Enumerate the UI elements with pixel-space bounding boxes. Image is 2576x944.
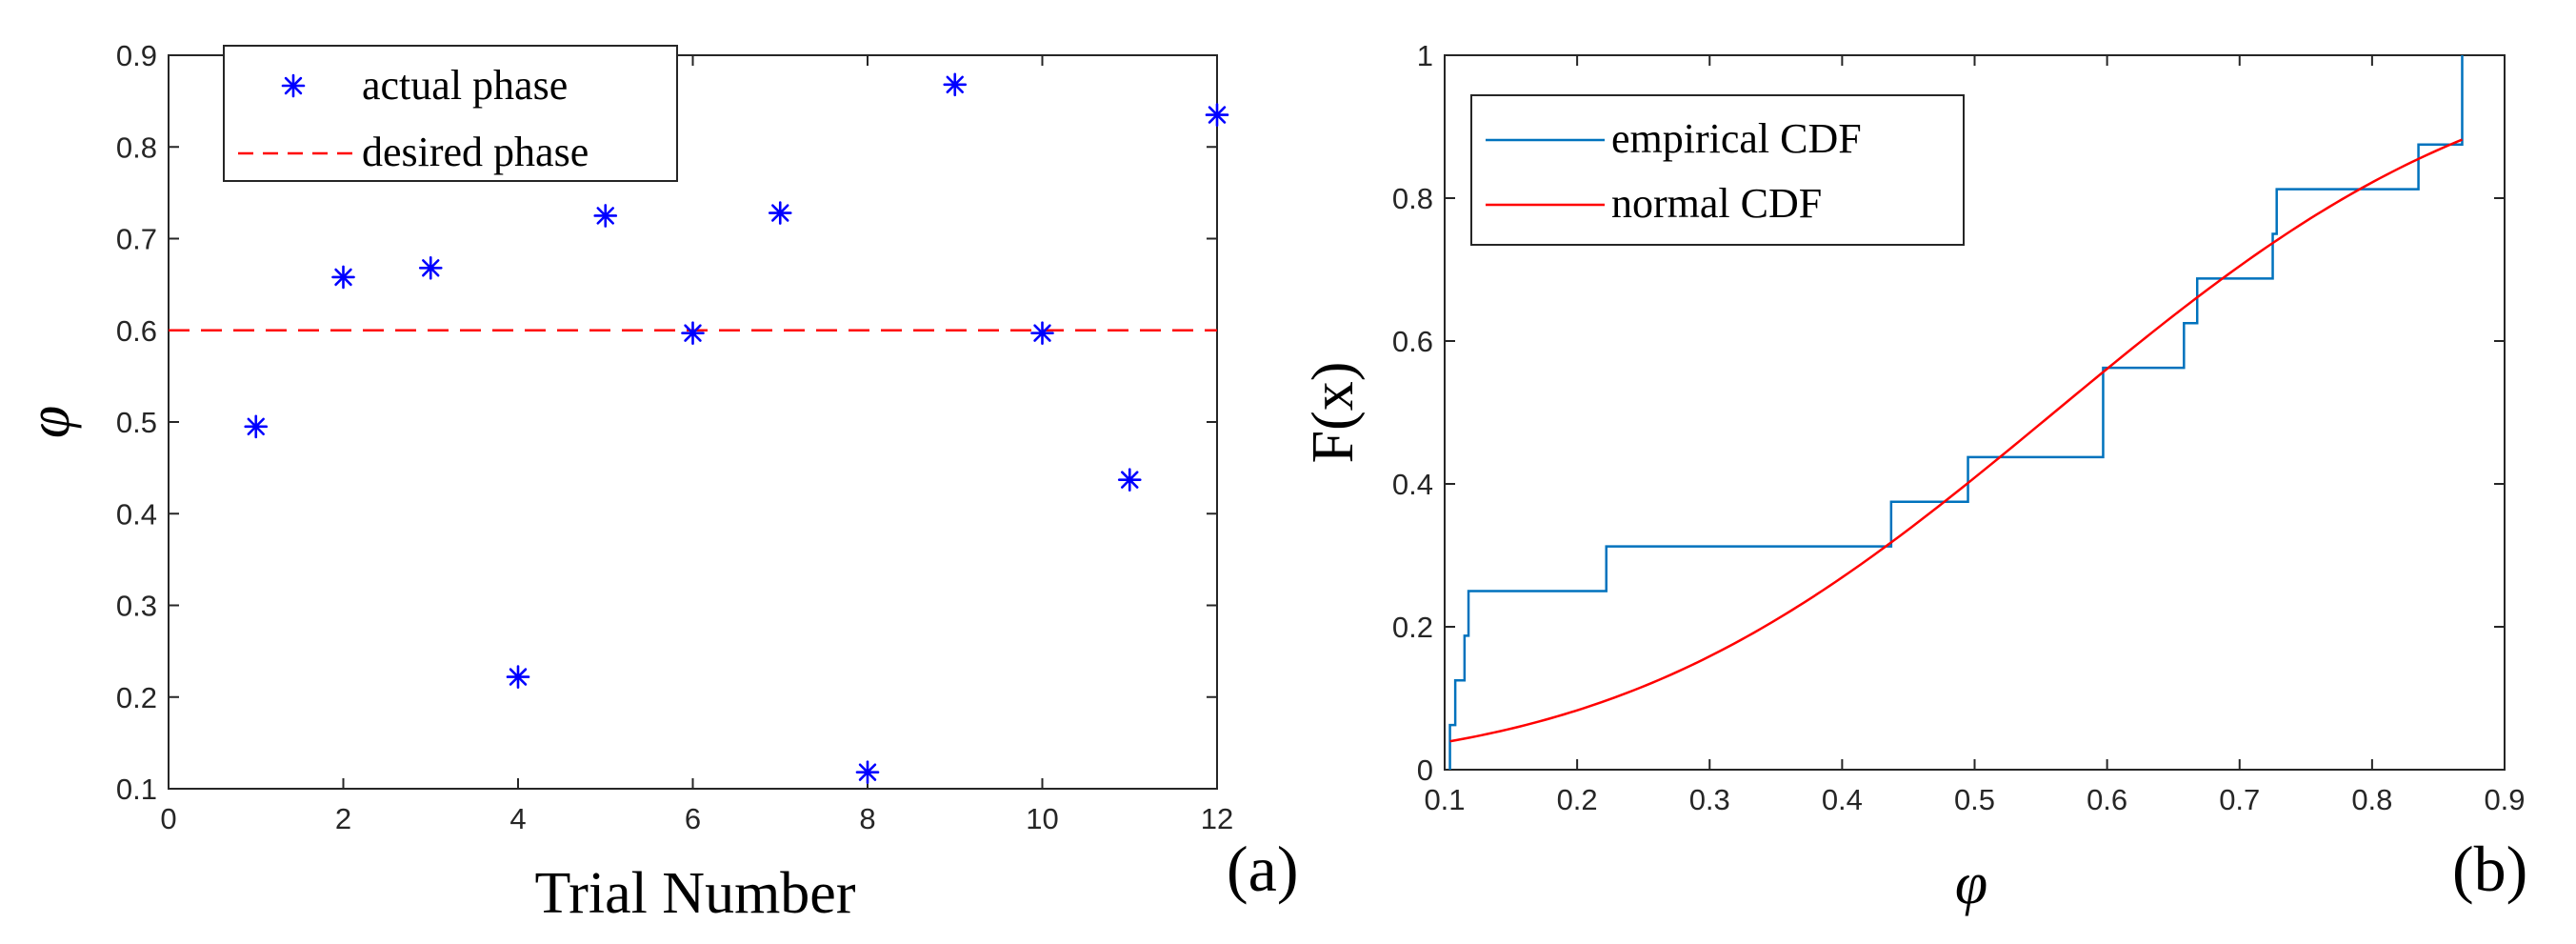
actual-phase-point <box>593 204 618 228</box>
legend-asterisk <box>281 73 306 98</box>
chart-a-actual-series <box>244 72 1229 784</box>
actual-phase-point <box>1205 103 1229 127</box>
chart-b-xtick-label: 0.5 <box>1954 783 1995 816</box>
chart-b-xtick-label: 0.2 <box>1557 783 1598 816</box>
chart-a-ytick-label: 0.2 <box>116 681 157 714</box>
chart-b-xtick-label: 0.8 <box>2351 783 2392 816</box>
actual-phase-point <box>1030 321 1054 345</box>
chart-b-legend: empirical CDF normal CDF <box>1470 94 1965 246</box>
actual-phase-point <box>768 201 792 225</box>
chart-b-ytick-label: 0.6 <box>1392 325 1433 358</box>
empirical-cdf-line <box>1448 55 2464 770</box>
actual-phase-point <box>418 255 443 280</box>
chart-b-xtick-label: 0.4 <box>1822 783 1863 816</box>
chart-b-ticks: 0.1 0.2 0.3 0.4 0.5 0.6 0.7 0.8 0.9 0 0.2 0.4 0.6 0.8… <box>1392 39 2526 816</box>
legend-empirical-label: empirical CDF <box>1611 115 1862 162</box>
chart-a-xtick-label: 6 <box>685 802 701 835</box>
legend-normal-label: normal CDF <box>1611 180 1822 227</box>
actual-phase-point <box>244 414 269 439</box>
actual-phase-point <box>943 72 968 97</box>
chart-a-xtick-label: 0 <box>160 802 176 835</box>
chart-a-ytick-label: 0.6 <box>116 314 157 348</box>
chart-b: 0.1 0.2 0.3 0.4 0.5 0.6 0.7 0.8 0.9 0 0.2 0.4 0.6 0.8… <box>1301 39 2527 916</box>
chart-a-ytick-label: 0.8 <box>116 131 157 164</box>
legend-actual-label: actual phase <box>362 62 568 109</box>
chart-b-ytick-label: 1 <box>1417 39 1433 72</box>
chart-b-xtick-label: 0.6 <box>2087 783 2127 816</box>
chart-a-xtick-label: 2 <box>335 802 351 835</box>
chart-a-panel-label: (a) <box>1227 833 1298 905</box>
actual-phase-point <box>506 665 530 689</box>
actual-phase-point <box>681 321 705 345</box>
chart-a: 0 2 4 6 8 10 12 0.1 0.2 0.3 0.4 0.5 0.6 0.7 0.8 0.9 Tri… <box>17 39 1298 926</box>
chart-a-xtick-label: 8 <box>859 802 875 835</box>
actual-phase-point <box>855 760 880 784</box>
chart-a-ytick-label: 0.5 <box>116 406 157 439</box>
chart-a-ticks: 0 2 4 6 8 10 12 0.1 0.2 0.3 0.4 0.5 0.6 0.7 0.8 0.9 <box>116 39 1233 835</box>
chart-b-ytick-label: 0.8 <box>1392 182 1433 215</box>
chart-b-xlabel: φ <box>1955 852 1987 916</box>
legend-desired-label: desired phase <box>362 129 589 175</box>
chart-a-xtick-label: 12 <box>1201 802 1233 835</box>
chart-a-ytick-label: 0.3 <box>116 590 157 623</box>
chart-b-ytick-label: 0 <box>1417 753 1433 787</box>
chart-a-ytick-label: 0.7 <box>116 223 157 256</box>
chart-b-xtick-label: 0.7 <box>2219 783 2260 816</box>
chart-a-ytick-label: 0.4 <box>116 497 157 531</box>
chart-a-ytick-label: 0.1 <box>116 773 157 806</box>
chart-a-ylabel: φ <box>17 406 82 438</box>
chart-b-legend-box <box>1470 94 1965 246</box>
chart-b-xtick-label: 0.3 <box>1689 783 1730 816</box>
chart-b-series <box>1448 55 2464 770</box>
chart-b-xtick-label: 0.1 <box>1424 783 1465 816</box>
legend-actual-marker <box>281 73 306 98</box>
chart-b-ytick-label: 0.2 <box>1392 611 1433 644</box>
actual-phase-point <box>331 265 355 290</box>
chart-a-xtick-label: 10 <box>1026 802 1058 835</box>
chart-b-ytick-label: 0.4 <box>1392 468 1433 501</box>
chart-a-xlabel: Trial Number <box>535 861 856 926</box>
chart-a-legend-box <box>223 45 678 182</box>
chart-a-legend: actual phase desired phase <box>223 45 678 182</box>
chart-b-panel-label: (b) <box>2452 833 2527 905</box>
chart-a-xtick-label: 4 <box>509 802 526 835</box>
chart-b-ylabel: F(x) <box>1301 362 1366 464</box>
chart-b-xtick-label: 0.9 <box>2484 783 2525 816</box>
chart-a-ytick-label: 0.9 <box>116 39 157 72</box>
actual-phase-point <box>1117 468 1142 492</box>
normal-cdf-line <box>1449 138 2463 743</box>
